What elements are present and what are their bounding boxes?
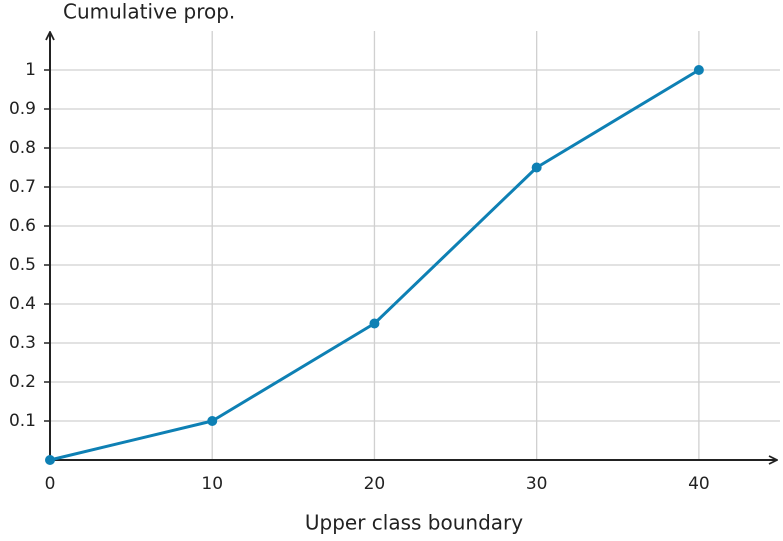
x-tick-label: 20 (364, 474, 386, 494)
y-tick-label: 0.2 (9, 372, 36, 392)
x-tick-label: 40 (688, 474, 710, 494)
y-tick-label: 0.1 (9, 411, 36, 431)
y-tick-label: 1 (25, 60, 36, 80)
x-axis-label: Upper class boundary (305, 511, 523, 535)
y-tick-label: 0.3 (9, 333, 36, 353)
y-tick-label: 0.6 (9, 216, 36, 236)
data-point (45, 455, 55, 465)
y-tick-label: 0.4 (9, 294, 36, 314)
data-point (369, 318, 380, 329)
y-tick-label: 0.5 (9, 255, 36, 275)
data-point (531, 162, 542, 173)
y-tick-label: 0.8 (9, 138, 36, 158)
data-point (207, 416, 218, 426)
y-axis-label: Cumulative prop. (63, 0, 235, 24)
data-point (693, 65, 704, 75)
x-tick-label: 30 (526, 474, 548, 494)
y-tick-label: 0.9 (9, 99, 36, 119)
x-tick-label: 0 (45, 474, 56, 494)
y-tick-label: 0.7 (9, 177, 36, 197)
x-tick-label: 10 (201, 474, 223, 494)
